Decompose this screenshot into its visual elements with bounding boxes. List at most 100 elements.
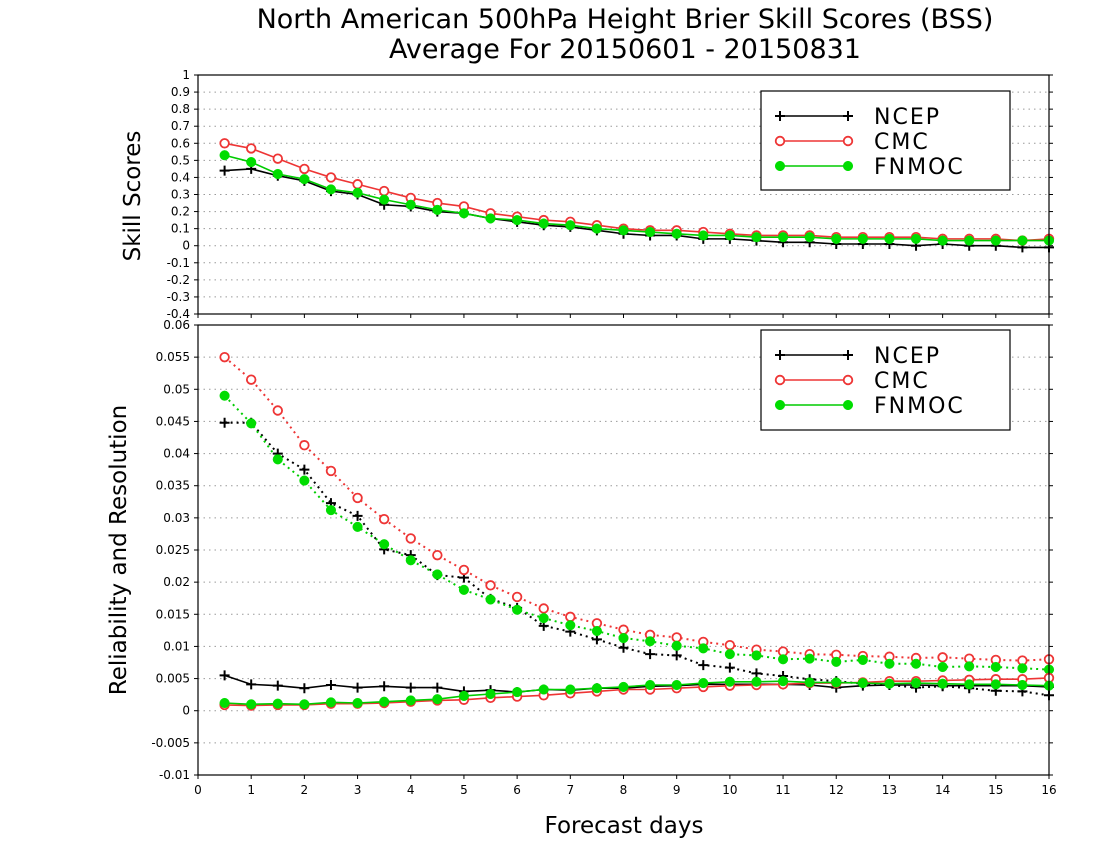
bottom-point-fnmoc bbox=[485, 594, 496, 605]
bottom-legend-label-cmc: CMC bbox=[874, 369, 930, 394]
bottom-point-fnmoc bbox=[831, 677, 842, 688]
bottom-point-cmc bbox=[219, 351, 230, 363]
x-tick-label: 3 bbox=[354, 783, 362, 797]
bottom-point-cmc bbox=[937, 652, 948, 663]
top-point-fnmoc bbox=[618, 225, 629, 236]
bottom-y-tick-label: 0.025 bbox=[156, 543, 190, 557]
bottom-y-tick-label: 0.05 bbox=[163, 382, 190, 396]
bottom-point-cmc bbox=[405, 533, 416, 544]
bottom-legend-marker-ncep bbox=[843, 350, 853, 360]
bottom-point-ncep bbox=[432, 682, 443, 693]
top-y-axis-title: Skill Scores bbox=[120, 131, 146, 262]
bottom-point-cmc bbox=[299, 440, 310, 451]
bottom-point-ncep bbox=[299, 683, 310, 694]
bottom-point-fnmoc bbox=[246, 418, 257, 429]
top-legend-label-fnmoc: FNMOC bbox=[874, 155, 965, 180]
chart-title: North American 500hPa Height Brier Skill… bbox=[257, 4, 994, 35]
x-tick-label: 10 bbox=[722, 783, 737, 797]
bottom-point-fnmoc bbox=[990, 661, 1001, 673]
x-tick-label: 16 bbox=[1041, 783, 1056, 797]
top-point-fnmoc bbox=[405, 199, 416, 210]
top-point-fnmoc bbox=[325, 184, 337, 195]
bottom-point-ncep bbox=[724, 662, 735, 673]
bottom-point-fnmoc bbox=[618, 633, 629, 644]
bottom-line-fnmoc bbox=[223, 395, 1050, 671]
x-tick-label: 6 bbox=[513, 783, 521, 797]
chart-subtitle: Average For 20150601 - 20150831 bbox=[389, 34, 861, 65]
bottom-line-cmc bbox=[223, 356, 1050, 662]
x-tick-label: 2 bbox=[301, 783, 309, 797]
bottom-point-fnmoc bbox=[219, 390, 230, 401]
bottom-legend-label-ncep: NCEP bbox=[874, 344, 941, 369]
bottom-point-ncep bbox=[299, 464, 310, 475]
x-tick-label: 11 bbox=[775, 783, 790, 797]
top-point-cmc bbox=[299, 163, 310, 175]
bottom-point-fnmoc bbox=[458, 690, 469, 701]
bottom-point-cmc bbox=[724, 639, 736, 651]
bottom-point-ncep bbox=[272, 680, 283, 691]
top-point-fnmoc bbox=[299, 174, 310, 185]
bottom-point-fnmoc bbox=[352, 521, 363, 532]
bottom-point-fnmoc bbox=[432, 569, 443, 580]
top-point-fnmoc bbox=[698, 230, 709, 241]
bottom-point-ncep bbox=[219, 670, 230, 681]
top-point-fnmoc bbox=[937, 235, 948, 246]
top-plot-frame bbox=[197, 74, 1050, 315]
bottom-point-fnmoc bbox=[964, 679, 975, 690]
bottom-point-fnmoc bbox=[857, 654, 868, 665]
bottom-point-fnmoc bbox=[884, 658, 895, 669]
bottom-point-ncep bbox=[352, 682, 363, 693]
bottom-point-cmc bbox=[272, 405, 283, 416]
bottom-legend-marker-fnmoc bbox=[842, 399, 854, 411]
bottom-point-fnmoc bbox=[857, 678, 868, 689]
x-tick-label: 15 bbox=[988, 783, 1003, 797]
bottom-point-fnmoc bbox=[565, 684, 576, 695]
bottom-point-cmc bbox=[511, 591, 523, 603]
top-point-fnmoc bbox=[831, 233, 842, 244]
top-y-tick-label: -0.4 bbox=[167, 307, 190, 321]
top-point-fnmoc bbox=[485, 213, 496, 224]
bottom-point-fnmoc bbox=[512, 687, 523, 698]
bottom-y-tick-label: 0.015 bbox=[156, 607, 190, 621]
x-tick-label: 1 bbox=[247, 783, 255, 797]
top-legend-label-ncep: NCEP bbox=[874, 105, 941, 130]
bottom-point-fnmoc bbox=[751, 650, 762, 661]
top-y-tick-label: -0.1 bbox=[167, 256, 190, 270]
bottom-point-fnmoc bbox=[219, 697, 230, 709]
bottom-point-ncep bbox=[325, 680, 336, 690]
x-axis-title: Forecast days bbox=[545, 813, 704, 839]
top-point-fnmoc bbox=[857, 233, 868, 244]
x-tick-label: 9 bbox=[673, 783, 681, 797]
top-y-tick-label: 0 bbox=[182, 239, 190, 253]
x-tick-label: 7 bbox=[566, 783, 574, 797]
bottom-point-fnmoc bbox=[937, 661, 948, 673]
bottom-point-fnmoc bbox=[778, 654, 789, 665]
bottom-legend-marker-fnmoc bbox=[774, 399, 786, 411]
x-tick-label: 0 bbox=[194, 783, 202, 797]
bottom-y-tick-label: -0.01 bbox=[159, 768, 190, 782]
top-point-fnmoc bbox=[724, 230, 735, 241]
top-point-fnmoc bbox=[804, 232, 815, 243]
bottom-point-fnmoc bbox=[458, 584, 469, 595]
x-tick-label: 12 bbox=[829, 783, 844, 797]
bottom-series-cmc-reliability bbox=[219, 672, 1055, 711]
bottom-point-fnmoc bbox=[990, 679, 1001, 690]
top-point-cmc bbox=[325, 172, 337, 183]
top-point-fnmoc bbox=[538, 218, 549, 229]
top-point-fnmoc bbox=[964, 235, 975, 246]
top-point-fnmoc bbox=[778, 232, 789, 243]
bottom-y-tick-label: 0.055 bbox=[156, 350, 190, 364]
top-point-fnmoc bbox=[458, 208, 469, 219]
top-point-cmc bbox=[245, 143, 257, 154]
bottom-point-cmc bbox=[432, 549, 443, 561]
top-legend-marker-cmc bbox=[774, 135, 786, 147]
top-point-fnmoc bbox=[272, 168, 283, 180]
bottom-point-fnmoc bbox=[671, 679, 682, 691]
bottom-point-fnmoc bbox=[910, 678, 922, 689]
bottom-point-fnmoc bbox=[272, 454, 283, 465]
bottom-point-fnmoc bbox=[272, 698, 283, 709]
bottom-y-tick-label: 0.02 bbox=[163, 575, 190, 589]
top-legend-label-cmc: CMC bbox=[874, 130, 930, 155]
bottom-point-fnmoc bbox=[671, 640, 682, 651]
